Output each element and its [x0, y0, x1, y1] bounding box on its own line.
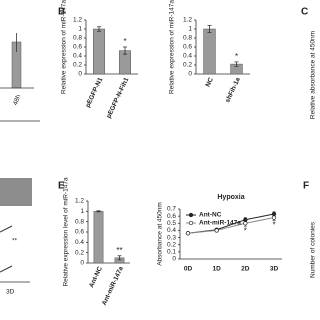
x-tick-label: Ant-NC	[88, 265, 104, 289]
fragment-image	[0, 178, 32, 206]
legend-label: Ant-miR-147a	[199, 220, 241, 227]
y-tick-label: 0	[80, 260, 84, 267]
y-tick-label: 1	[188, 26, 192, 33]
error-bar	[234, 61, 239, 67]
point	[214, 228, 219, 233]
y-tick-label: 0	[78, 71, 82, 78]
error-bar	[117, 255, 122, 261]
y-axis-label: Relative expression of miR-147a	[61, 0, 68, 94]
x-tick-label: 1D	[213, 266, 222, 273]
annotation: *	[244, 226, 247, 235]
y-tick-label: 1	[80, 208, 84, 215]
y-tick-label: 0.8	[183, 35, 192, 42]
y-axis-label: Relative expression level of miR-147a	[63, 177, 70, 286]
y-tick-label: 0.4	[75, 239, 84, 246]
panel-label: E	[58, 181, 65, 192]
panel-label: C	[301, 7, 308, 18]
y-tick-label: 0.6	[75, 229, 84, 236]
chart-title: Hypoxia	[217, 194, 244, 201]
y-tick-label: 0.5	[167, 220, 176, 227]
point	[185, 231, 191, 236]
error-bar	[96, 210, 101, 213]
y-tick-label: 1.2	[75, 198, 84, 205]
panel-label: F	[303, 181, 309, 192]
legend-marker	[188, 212, 194, 218]
x-tick-label: pEGFP-N-Fih1	[105, 76, 130, 119]
panel-label: B	[58, 7, 65, 18]
y-tick-label: 0.4	[73, 53, 82, 60]
line	[187, 217, 275, 234]
x-tick-label: 2D	[241, 266, 250, 273]
x-tick-label: Ant-miR-147a	[101, 265, 125, 306]
y-tick-label: 0.3	[167, 234, 176, 241]
legend-label: Ant-NC	[199, 212, 222, 219]
y-tick-label: 0.2	[75, 249, 84, 256]
y-tick-label: 1.2	[183, 17, 192, 24]
fragment-sig: **	[12, 238, 18, 245]
fragment-label: 3D	[6, 289, 15, 296]
point	[243, 221, 248, 226]
error-bar	[123, 46, 127, 55]
y-tick-label: 0.6	[73, 44, 82, 51]
y-axis-label: Absorbance at 450nm	[157, 202, 164, 266]
y-tick-label: 0.6	[183, 44, 192, 51]
error-bar	[207, 25, 212, 33]
bar	[93, 28, 105, 75]
annotation: *	[235, 52, 238, 61]
axis-label: Number of colonies	[310, 221, 317, 278]
bar	[93, 211, 104, 264]
x-tick-label: NC	[205, 76, 215, 88]
y-tick-label: 0.7	[167, 206, 176, 213]
y-tick-label: 0	[188, 71, 192, 78]
y-axis-label: Relative expression of miR-147a	[169, 0, 176, 94]
annotation: *	[272, 221, 275, 230]
y-tick-label: 0.4	[183, 53, 192, 60]
y-tick-label: 0.6	[167, 213, 176, 220]
bar	[203, 28, 216, 75]
fragment-label: 48h	[12, 93, 22, 106]
fragment-line	[0, 225, 13, 273]
legend-marker	[188, 220, 194, 226]
y-tick-label: 0.8	[75, 218, 84, 225]
y-tick-label: 0.2	[183, 62, 192, 69]
y-tick-label: 0.2	[73, 62, 82, 69]
axis-label: Relative absorbance at 450nm	[310, 31, 317, 119]
y-tick-label: 0	[172, 256, 176, 263]
x-tick-label: 3D	[270, 266, 279, 273]
y-tick-label: 1	[78, 26, 82, 33]
x-tick-label: shFih-1a	[224, 76, 242, 104]
y-tick-label: 0.2	[167, 241, 176, 248]
x-tick-label: 0D	[184, 266, 193, 273]
x-tick-label: pEGFP-N1	[84, 76, 104, 108]
y-tick-label: 0.4	[167, 227, 176, 234]
annotation: **	[116, 246, 122, 255]
y-tick-label: 0.8	[73, 35, 82, 42]
error-bar	[97, 26, 101, 32]
point	[271, 215, 277, 220]
y-tick-label: 0.1	[167, 249, 176, 256]
annotation: *	[123, 37, 126, 46]
y-tick-label: 1.2	[73, 17, 82, 24]
